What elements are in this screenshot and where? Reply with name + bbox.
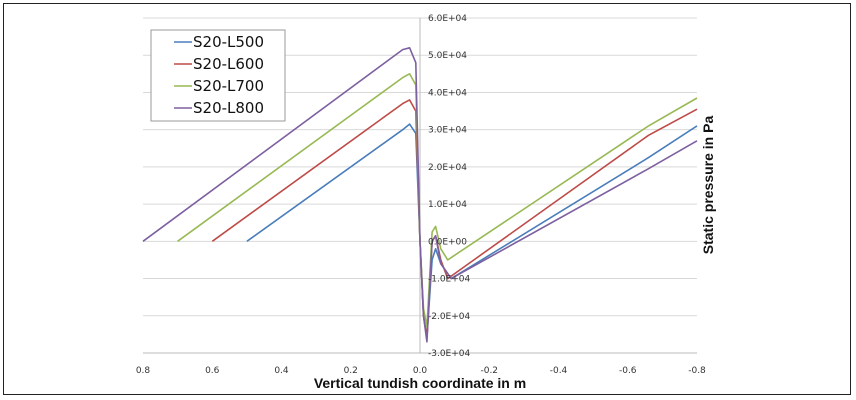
y-tick-label: 1.0E+04 xyxy=(428,200,467,210)
y-tick-label: -1.0E+04 xyxy=(428,275,471,285)
y-tick-label: 0.0E+00 xyxy=(428,237,467,247)
legend-box xyxy=(150,29,286,122)
x-tick-label: -0.4 xyxy=(550,366,568,376)
tick-labels: 6.0E+04 5.0E+04 4.0E+04 3.0E+04 2.0E+04 1.0E+… xyxy=(136,14,706,376)
y-tick-label: -2.0E+04 xyxy=(428,312,471,322)
x-tick-label: 0.6 xyxy=(205,366,220,376)
y-tick-label: 2.0E+04 xyxy=(428,163,467,173)
x-tick-label: -0.6 xyxy=(619,366,637,376)
axes xyxy=(143,18,697,354)
figure-frame xyxy=(3,3,851,395)
x-tick-label: 0.4 xyxy=(274,366,289,376)
x-tick-label: -0.8 xyxy=(688,366,706,376)
y-tick-label: -3.0E+04 xyxy=(428,349,471,359)
series-line-s20-l500 xyxy=(246,123,698,339)
x-tick-label: -0.2 xyxy=(480,366,498,376)
legend-label: S20-L600 xyxy=(193,55,264,73)
x-tick-label: 0.2 xyxy=(344,366,358,376)
series-lines xyxy=(142,46,698,343)
legend-label: S20-L700 xyxy=(193,77,264,95)
y-tick-label: 3.0E+04 xyxy=(428,126,467,136)
legend-label: S20-L800 xyxy=(193,99,264,117)
y-axis-title: Static pressure in Pa xyxy=(700,116,716,255)
y-tick-label: 5.0E+04 xyxy=(428,51,467,61)
y-tick-label: 6.0E+04 xyxy=(428,14,467,24)
legend: S20-L500 S20-L600 S20-L700 S20-L800 xyxy=(150,29,286,122)
y-tick-label: 4.0E+04 xyxy=(428,88,467,98)
x-axis-title: Vertical tundish coordinate in m xyxy=(314,375,526,391)
x-tick-label: 0.8 xyxy=(136,366,151,376)
series-line-s20-l800 xyxy=(142,46,698,343)
x-tick-label: 0.0 xyxy=(413,366,428,376)
legend-label: S20-L500 xyxy=(193,33,264,51)
